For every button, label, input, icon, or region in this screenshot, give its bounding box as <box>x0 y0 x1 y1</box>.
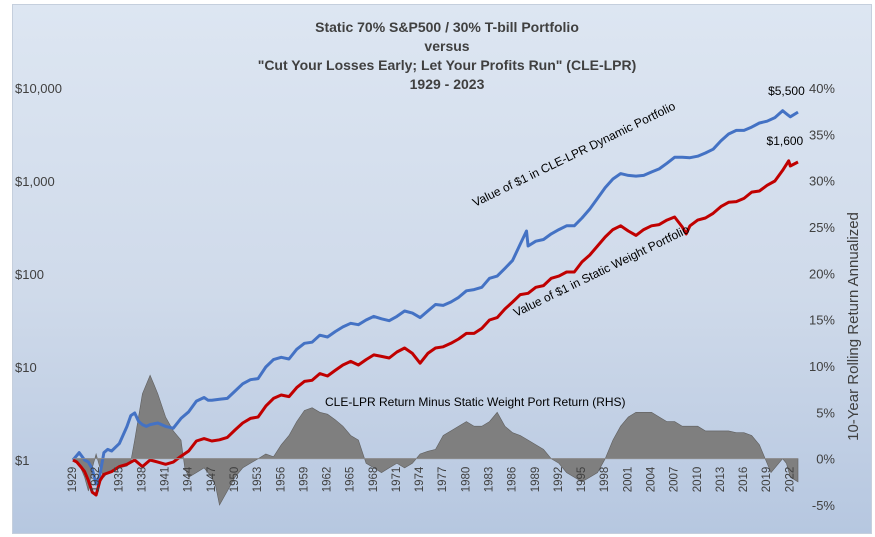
right-tick-label: 5% <box>816 405 835 420</box>
x-tick-label: 2007 <box>669 467 681 493</box>
x-tick-label: 1965 <box>345 467 357 493</box>
annotation-end-value: $5,500 <box>768 84 805 98</box>
x-axis-ticks: 1929 1932 1935 1938 1941 1944 1947 1950 1953 1956… <box>67 466 796 492</box>
chart-svg: Static 70% S&P500 / 30% T-bill Portfolio… <box>15 19 862 513</box>
right-axis-label: 10-Year Rolling Return Annualized <box>845 212 862 441</box>
title-line-1: Static 70% S&P500 / 30% T-bill Portfolio <box>315 19 579 35</box>
x-tick-label: 1953 <box>252 467 264 493</box>
right-tick-label: 10% <box>809 359 835 374</box>
x-tick-label: 1971 <box>391 467 403 493</box>
right-tick-label: 0% <box>816 452 835 467</box>
x-tick-label: 1986 <box>507 467 519 493</box>
x-tick-label: 2010 <box>692 467 704 493</box>
x-tick-label: 1950 <box>229 467 241 493</box>
annotation-end-value: $1,600 <box>767 134 804 148</box>
x-tick-label: 1944 <box>183 466 195 492</box>
left-tick-label: $10,000 <box>15 81 62 96</box>
x-tick-label: 1929 <box>67 467 79 493</box>
x-tick-label: 2022 <box>784 467 796 493</box>
right-axis-ticks: -5% 0% 5% 10% 15% 20% 25% 30% 35% 40% <box>809 81 835 513</box>
x-tick-label: 1992 <box>553 467 565 493</box>
left-tick-label: $100 <box>15 267 44 282</box>
x-tick-label: 1980 <box>460 467 472 493</box>
left-tick-label: $1,000 <box>15 174 55 189</box>
x-tick-label: 1935 <box>113 467 125 493</box>
title-line-4: 1929 - 2023 <box>410 76 485 92</box>
right-tick-label: 20% <box>809 266 835 281</box>
x-tick-label: 1947 <box>206 467 218 493</box>
right-tick-label: 30% <box>809 174 835 189</box>
series-line-0 <box>71 109 799 486</box>
x-tick-label: 2016 <box>738 467 750 493</box>
x-tick-label: 1962 <box>322 467 334 493</box>
x-tick-label: 1932 <box>90 467 102 493</box>
annotation-difference-label: CLE-LPR Return Minus Static Weight Port … <box>325 395 626 409</box>
right-tick-label: 35% <box>809 127 835 142</box>
left-tick-label: $1 <box>15 453 29 468</box>
annotation-static-label: Value of $1 in Static Weight Portfolio <box>511 222 691 320</box>
x-tick-label: 1938 <box>136 467 148 493</box>
x-tick-label: 1968 <box>368 467 380 493</box>
series-line-1 <box>72 159 799 497</box>
chart-title: Static 70% S&P500 / 30% T-bill Portfolio… <box>258 19 637 92</box>
x-tick-label: 1974 <box>414 466 426 492</box>
x-tick-label: 1941 <box>160 467 172 493</box>
chart-frame: Static 70% S&P500 / 30% T-bill Portfolio… <box>12 4 872 534</box>
x-tick-label: 2004 <box>645 466 657 492</box>
x-tick-label: 1959 <box>298 467 310 493</box>
annotation-dynamic-label: Value of $1 in CLE-LPR Dynamic Portfolio <box>470 99 678 210</box>
x-tick-label: 2019 <box>761 467 773 493</box>
right-tick-label: 40% <box>809 81 835 96</box>
right-tick-label: 25% <box>809 220 835 235</box>
title-line-3: "Cut Your Losses Early; Let Your Profits… <box>258 57 637 73</box>
x-tick-label: 1983 <box>484 467 496 493</box>
x-tick-label: 1989 <box>530 467 542 493</box>
x-tick-label: 2013 <box>715 467 727 493</box>
right-tick-label: 15% <box>809 313 835 328</box>
x-tick-label: 1977 <box>437 467 449 493</box>
left-axis-ticks: $1 $10 $100 $1,000 $10,000 <box>15 81 62 468</box>
x-tick-label: 2001 <box>622 467 634 493</box>
series-line-layer <box>71 109 799 497</box>
right-tick-label: -5% <box>812 498 836 513</box>
x-tick-label: 1956 <box>275 467 287 493</box>
x-tick-label: 1998 <box>599 467 611 493</box>
left-tick-label: $10 <box>15 360 37 375</box>
title-line-2: versus <box>424 38 469 54</box>
x-tick-label: 1995 <box>576 467 588 493</box>
